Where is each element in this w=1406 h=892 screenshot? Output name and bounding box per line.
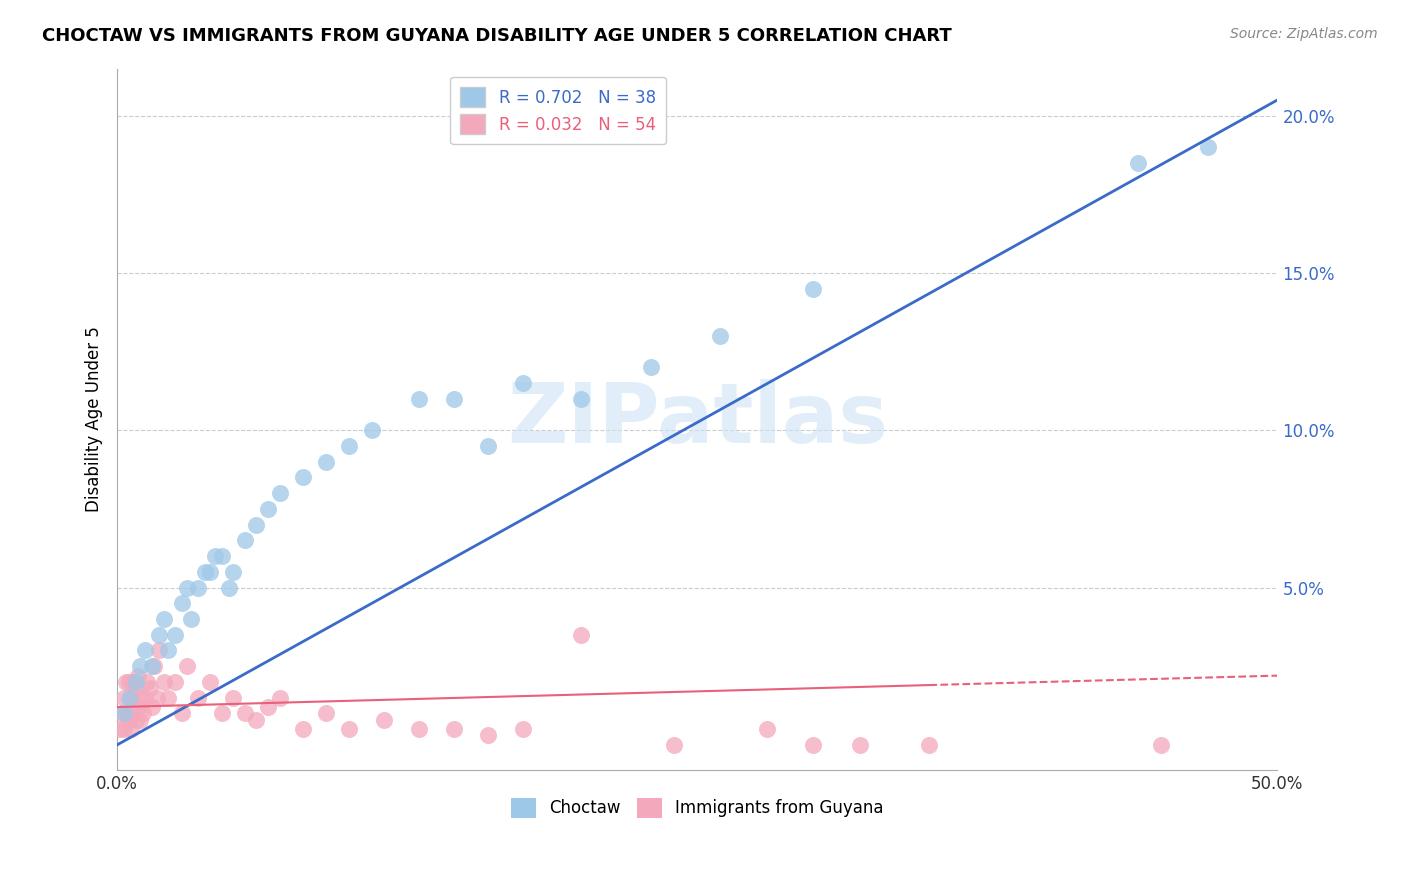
Point xyxy=(180,612,202,626)
Point xyxy=(132,706,155,721)
Point xyxy=(120,690,142,705)
Point xyxy=(112,722,135,736)
Text: ZIPatlas: ZIPatlas xyxy=(506,379,887,459)
Point xyxy=(269,486,291,500)
Point xyxy=(138,681,160,696)
Point xyxy=(108,722,131,736)
Point xyxy=(233,533,256,548)
Point xyxy=(443,722,465,736)
Point xyxy=(157,643,180,657)
Point xyxy=(408,722,430,736)
Point xyxy=(640,360,662,375)
Point xyxy=(1128,156,1150,170)
Point xyxy=(257,700,280,714)
Point xyxy=(204,549,226,563)
Point xyxy=(512,376,534,390)
Point xyxy=(801,282,824,296)
Point xyxy=(373,713,395,727)
Point xyxy=(918,738,941,752)
Point xyxy=(172,706,194,721)
Point xyxy=(198,674,221,689)
Point xyxy=(143,659,166,673)
Point xyxy=(125,681,148,696)
Text: CHOCTAW VS IMMIGRANTS FROM GUYANA DISABILITY AGE UNDER 5 CORRELATION CHART: CHOCTAW VS IMMIGRANTS FROM GUYANA DISABI… xyxy=(42,27,952,45)
Point xyxy=(211,549,233,563)
Point xyxy=(291,722,314,736)
Point xyxy=(118,713,141,727)
Point xyxy=(129,659,152,673)
Point xyxy=(141,700,163,714)
Point xyxy=(443,392,465,406)
Point xyxy=(512,722,534,736)
Point xyxy=(801,738,824,752)
Legend: Choctaw, Immigrants from Guyana: Choctaw, Immigrants from Guyana xyxy=(503,791,890,825)
Point xyxy=(112,690,135,705)
Y-axis label: Disability Age Under 5: Disability Age Under 5 xyxy=(86,326,103,512)
Point xyxy=(408,392,430,406)
Point xyxy=(129,690,152,705)
Point xyxy=(269,690,291,705)
Point xyxy=(112,706,135,721)
Point xyxy=(118,690,141,705)
Point xyxy=(755,722,778,736)
Point xyxy=(194,565,217,579)
Point xyxy=(477,728,499,742)
Point xyxy=(115,674,138,689)
Point xyxy=(152,612,174,626)
Point xyxy=(218,581,240,595)
Point xyxy=(361,423,384,437)
Point xyxy=(125,674,148,689)
Point xyxy=(176,659,198,673)
Point xyxy=(337,722,360,736)
Point xyxy=(125,713,148,727)
Point xyxy=(134,690,156,705)
Point xyxy=(848,738,870,752)
Point xyxy=(222,690,245,705)
Point xyxy=(148,643,170,657)
Point xyxy=(709,329,731,343)
Point xyxy=(115,706,138,721)
Point xyxy=(118,674,141,689)
Point xyxy=(187,581,209,595)
Point xyxy=(165,674,187,689)
Point xyxy=(172,596,194,610)
Point xyxy=(120,722,142,736)
Point xyxy=(176,581,198,595)
Point xyxy=(315,706,337,721)
Point xyxy=(257,502,280,516)
Point xyxy=(141,659,163,673)
Point xyxy=(122,674,145,689)
Point xyxy=(222,565,245,579)
Point xyxy=(157,690,180,705)
Point xyxy=(569,392,592,406)
Point xyxy=(152,674,174,689)
Text: Source: ZipAtlas.com: Source: ZipAtlas.com xyxy=(1230,27,1378,41)
Point xyxy=(662,738,685,752)
Point xyxy=(127,700,149,714)
Point xyxy=(127,668,149,682)
Point xyxy=(148,628,170,642)
Point xyxy=(198,565,221,579)
Point xyxy=(245,517,267,532)
Point xyxy=(245,713,267,727)
Point xyxy=(233,706,256,721)
Point xyxy=(211,706,233,721)
Point xyxy=(1150,738,1173,752)
Point xyxy=(315,455,337,469)
Point xyxy=(569,628,592,642)
Point xyxy=(145,690,167,705)
Point xyxy=(477,439,499,453)
Point xyxy=(1197,140,1219,154)
Point xyxy=(134,643,156,657)
Point xyxy=(291,470,314,484)
Point xyxy=(337,439,360,453)
Point xyxy=(136,674,159,689)
Point xyxy=(111,706,134,721)
Point xyxy=(129,713,152,727)
Point xyxy=(165,628,187,642)
Point xyxy=(187,690,209,705)
Point xyxy=(122,706,145,721)
